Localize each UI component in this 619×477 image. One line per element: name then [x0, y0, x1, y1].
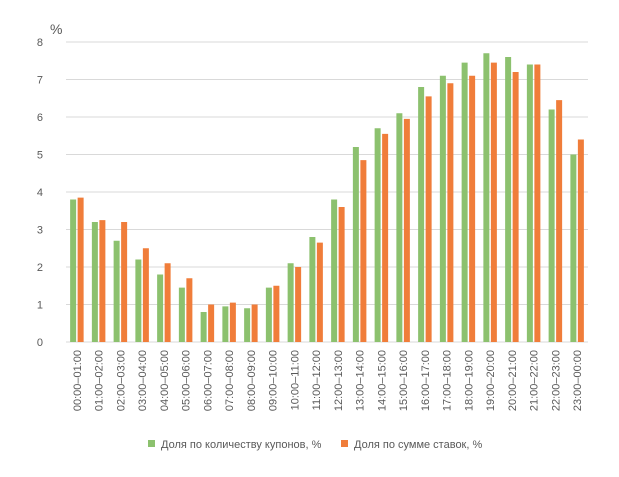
- bar-count: [570, 154, 577, 342]
- x-tick-label: 02:00–03:00: [115, 350, 127, 411]
- bar-stakes: [382, 133, 389, 342]
- bar-count: [374, 128, 381, 342]
- x-tick-label: 01:00–02:00: [94, 350, 106, 411]
- bar-count: [265, 287, 272, 342]
- x-tick-label: 10:00–11:00: [289, 350, 301, 410]
- bar-count: [505, 57, 512, 342]
- x-tick-label: 22:00–23:00: [550, 350, 562, 411]
- x-tick-label: 08:00–09:00: [246, 350, 258, 411]
- x-tick-label: 16:00–17:00: [420, 350, 432, 411]
- bar-count: [113, 240, 120, 342]
- x-tick-label: 04:00–05:00: [159, 350, 171, 411]
- y-tick-label: 6: [37, 112, 43, 124]
- legend-swatch-count: [148, 440, 155, 447]
- bar-stakes: [121, 222, 128, 342]
- x-tick-label: 05:00–06:00: [181, 350, 193, 411]
- y-tick-label: 2: [37, 262, 43, 274]
- x-tick-label: 09:00–10:00: [268, 350, 280, 411]
- legend-label-count: Доля по количеству купонов, %: [161, 439, 322, 451]
- y-axis-unit-label: %: [50, 21, 62, 37]
- bar-count: [309, 237, 316, 342]
- y-tick-label: 0: [37, 337, 43, 349]
- bar-stakes: [490, 62, 497, 342]
- x-tick-label: 03:00–04:00: [137, 350, 149, 411]
- bar-stakes: [403, 118, 410, 342]
- bars: [70, 53, 584, 342]
- legend-item-count: Доля по количеству купонов, %: [148, 439, 322, 451]
- bar-count: [461, 62, 468, 342]
- x-tick-label: 11:00–12:00: [311, 350, 323, 410]
- bar-stakes: [142, 248, 149, 342]
- x-tick-label: 23:00–00:00: [572, 350, 584, 411]
- x-tick-label: 07:00–08:00: [224, 350, 236, 411]
- x-tick-label: 18:00–19:00: [463, 350, 475, 411]
- bar-count: [483, 53, 490, 342]
- bar-count: [526, 64, 533, 342]
- bar-stakes: [164, 263, 171, 342]
- bar-stakes: [316, 242, 323, 342]
- y-tick-label: 8: [37, 37, 43, 49]
- bar-count: [331, 199, 338, 342]
- x-tick-label: 06:00–07:00: [202, 350, 214, 411]
- legend: Доля по количеству купонов, % Доля по су…: [148, 439, 482, 451]
- bar-count: [135, 259, 142, 342]
- bar-count: [222, 306, 229, 342]
- legend-swatch-stakes: [341, 440, 348, 447]
- bar-count: [178, 287, 185, 342]
- y-tick-label: 1: [37, 300, 43, 312]
- x-tick-label: 17:00–18:00: [442, 350, 454, 411]
- bar-stakes: [295, 267, 302, 342]
- bar-stakes: [469, 75, 476, 342]
- legend-label-stakes: Доля по сумме ставок, %: [354, 439, 482, 451]
- y-tick-label: 4: [37, 187, 43, 199]
- bar-count: [396, 113, 403, 342]
- bar-stakes: [512, 72, 519, 342]
- bar-stakes: [360, 160, 367, 342]
- bar-stakes: [556, 100, 563, 342]
- bar-count: [439, 75, 446, 342]
- y-tick-label: 3: [37, 225, 43, 237]
- bar-count: [548, 109, 555, 342]
- legend-item-stakes: Доля по сумме ставок, %: [341, 439, 482, 451]
- bar-stakes: [425, 96, 432, 342]
- bar-count: [157, 274, 164, 342]
- bar-count: [287, 263, 294, 342]
- y-axis-ticks: 0 1 2 3 4 5 6 7 8: [37, 37, 43, 349]
- bar-stakes: [338, 207, 345, 342]
- x-tick-label: 20:00–21:00: [507, 350, 519, 411]
- x-tick-label: 12:00–13:00: [333, 350, 345, 411]
- bar-count: [200, 312, 207, 342]
- bar-stakes: [251, 304, 258, 342]
- bar-stakes: [273, 285, 280, 342]
- bar-stakes: [99, 220, 106, 342]
- bar-stakes: [208, 304, 215, 342]
- x-tick-label: 19:00–20:00: [485, 350, 497, 411]
- bar-stakes: [229, 302, 236, 342]
- bar-count: [244, 308, 251, 342]
- x-axis-ticks: 00:00–01:00 01:00–02:00 02:00–03:00 03:00–0…: [72, 350, 584, 411]
- bar-count: [418, 87, 425, 342]
- bar-stakes: [534, 64, 541, 342]
- x-tick-label: 21:00–22:00: [529, 350, 541, 411]
- bar-count: [352, 147, 359, 342]
- x-tick-label: 15:00–16:00: [398, 350, 410, 411]
- gridlines: [66, 41, 588, 343]
- bar-stakes: [77, 197, 84, 342]
- bar-count: [91, 222, 98, 342]
- bar-stakes: [447, 83, 454, 342]
- bar-stakes: [186, 278, 193, 342]
- bar-count: [70, 199, 77, 342]
- x-tick-label: 13:00–14:00: [355, 350, 367, 411]
- y-tick-label: 7: [37, 75, 43, 87]
- y-tick-label: 5: [37, 150, 43, 162]
- bar-stakes: [577, 139, 584, 342]
- x-tick-label: 14:00–15:00: [376, 350, 388, 411]
- x-tick-label: 00:00–01:00: [72, 350, 84, 411]
